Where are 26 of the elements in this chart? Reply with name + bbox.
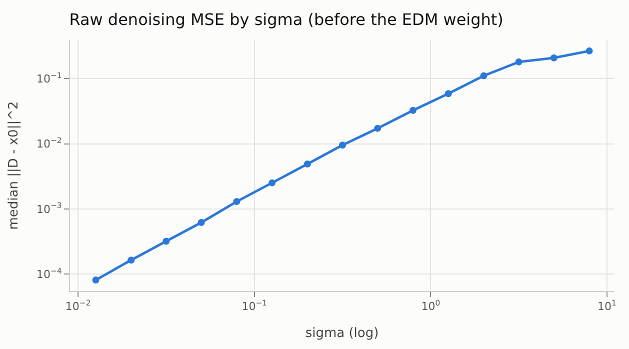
- point: [128, 256, 135, 264]
- point: [92, 276, 100, 284]
- y-tick-label: 10$^{−4}$: [36, 266, 62, 281]
- y-tick-label: 10$^{−2}$: [36, 136, 62, 151]
- y-axis-title: median ||D - x0||^2: [6, 101, 22, 230]
- point: [515, 58, 522, 66]
- y-tick-label: 10$^{−1}$: [36, 70, 62, 86]
- x-tick-label: 10$^{0}$: [421, 298, 440, 314]
- point: [162, 238, 170, 245]
- x-tick-label: 10$^{−1}$: [242, 298, 268, 314]
- point: [480, 72, 488, 80]
- chart-title: Raw denoising MSE by sigma (before the EDM weight): [69, 10, 504, 30]
- point: [198, 218, 205, 226]
- point: [374, 124, 382, 132]
- point: [268, 179, 276, 186]
- x-tick-label: 10$^{1}$: [598, 298, 617, 314]
- y-tick-label: 10$^{−3}$: [36, 201, 62, 216]
- point: [338, 142, 346, 149]
- x-tick-label: 10$^{−2}$: [65, 298, 91, 314]
- point: [304, 160, 311, 168]
- point: [444, 90, 452, 98]
- point: [586, 47, 593, 54]
- x-axis-title: sigma (log): [305, 326, 379, 341]
- point: [233, 198, 240, 206]
- point: [550, 54, 558, 62]
- point: [410, 106, 417, 114]
